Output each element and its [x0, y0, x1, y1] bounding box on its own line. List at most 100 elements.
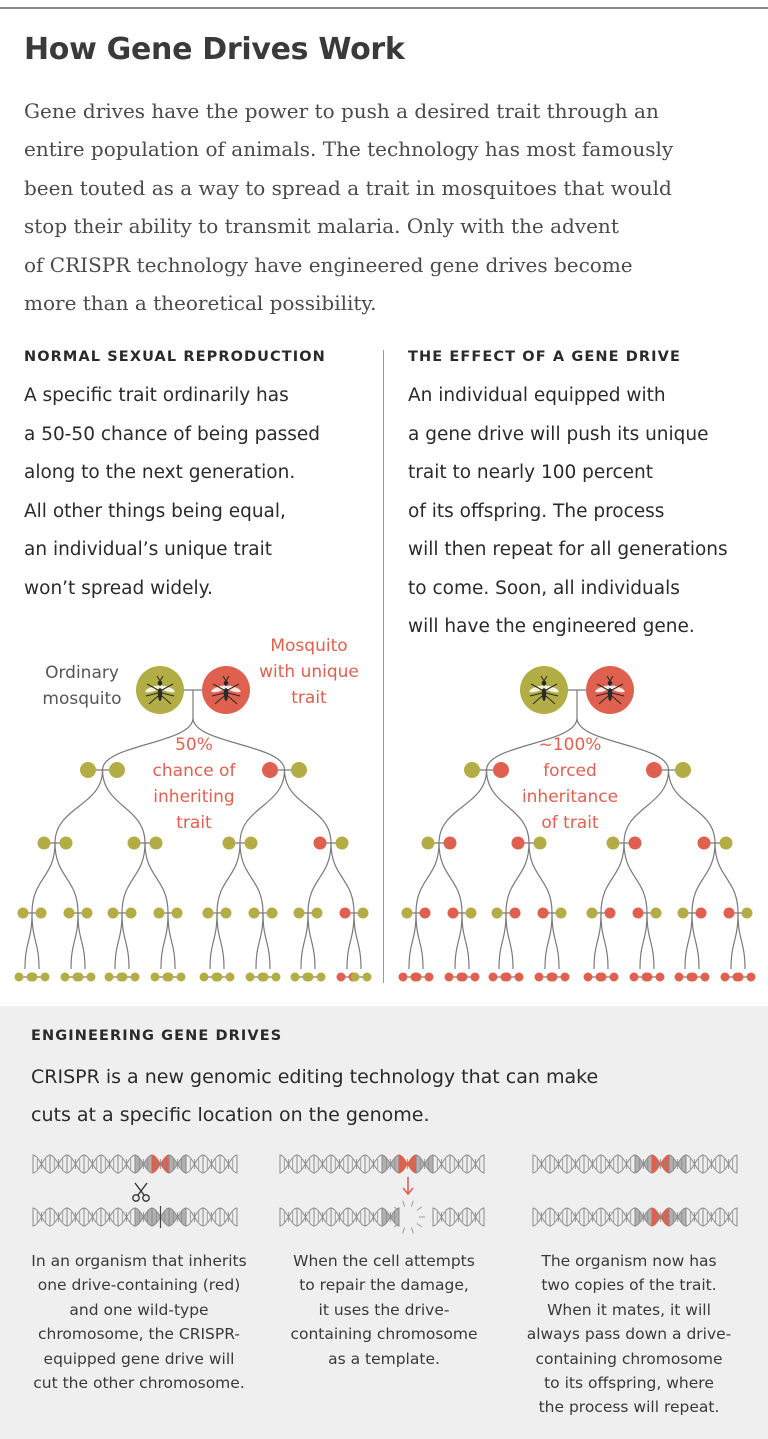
caption-line: one drive-containing (red) — [37, 1276, 241, 1295]
branch-line — [31, 912, 40, 970]
branch-line — [70, 912, 79, 970]
branch-line — [438, 769, 488, 844]
column-divider — [383, 350, 384, 983]
offspring-dot — [502, 972, 512, 982]
offspring-dot — [63, 907, 75, 919]
label-line: forced — [543, 761, 597, 781]
offspring-dot — [606, 836, 620, 850]
offspring-dot — [421, 836, 435, 850]
offspring-dot — [149, 836, 163, 850]
forced-inheritance-label: ~100% forced inheritance of trait — [505, 732, 635, 836]
branch-line — [461, 912, 470, 970]
branch-line — [408, 912, 417, 970]
intro-line: been touted as a way to spread a trait i… — [24, 175, 672, 200]
mosquito-icon — [211, 675, 241, 705]
offspring-dot — [335, 836, 349, 850]
offspring-dot — [81, 907, 93, 919]
caption-line: two copies of the trait. — [541, 1276, 717, 1295]
branch-line — [691, 842, 716, 914]
offspring-dot — [677, 907, 689, 919]
branch-line — [255, 912, 264, 970]
intro-line: entire population of animals. The techno… — [24, 137, 674, 162]
offspring-dot — [488, 972, 498, 982]
label-line: trait — [176, 813, 212, 833]
label-line: Mosquito — [270, 636, 348, 656]
engineering-text: CRISPR is a new genomic editing technolo… — [31, 1058, 598, 1134]
branch-line — [600, 842, 625, 914]
offspring-dot — [444, 972, 454, 982]
offspring-dot — [150, 972, 160, 982]
mosquito-icon — [595, 675, 625, 705]
fifty-percent-label: 50% chance of inheriting trait — [134, 732, 254, 836]
branch-line — [346, 912, 355, 970]
drive-text-line: to come. Soon, all individuals — [408, 577, 680, 599]
inheritance-trees — [14, 666, 756, 982]
branch-line — [691, 912, 700, 970]
offspring-dot — [291, 762, 307, 778]
offspring-dot — [514, 972, 524, 982]
offspring-dot — [130, 972, 140, 982]
offspring-dot — [118, 972, 128, 982]
offspring-dot — [176, 972, 186, 982]
offspring-dot — [37, 836, 51, 850]
branch-line — [576, 717, 670, 771]
caption-line: equipped gene drive will — [43, 1349, 235, 1368]
offspring-dot — [398, 972, 408, 982]
offspring-dot — [271, 972, 281, 982]
offspring-dot — [248, 907, 260, 919]
caption-line: containing chromosome — [290, 1325, 478, 1344]
offspring-dot — [244, 836, 258, 850]
offspring-dot — [35, 907, 47, 919]
label-line: 50% — [175, 735, 213, 755]
caption-line: to its offspring, where — [544, 1374, 714, 1393]
offspring-dot — [220, 907, 232, 919]
normal-text-line: a 50-50 chance of being passed — [24, 423, 321, 445]
offspring-dot — [720, 972, 730, 982]
offspring-dot — [202, 907, 214, 919]
offspring-dot — [259, 972, 269, 982]
offspring-dot — [629, 972, 639, 982]
offspring-dot — [86, 972, 96, 982]
intro-line: Gene drives have the power to push a des… — [24, 99, 659, 123]
engineering-heading: ENGINEERING GENE DRIVES — [31, 1028, 283, 1044]
branch-line — [551, 912, 560, 970]
offspring-dot — [533, 836, 547, 850]
offspring-dot — [336, 972, 346, 982]
branch-line — [167, 912, 176, 970]
normal-text-line: along to the next generation. — [24, 462, 296, 483]
offspring-dot — [734, 972, 744, 982]
drive-text-line: trait to nearly 100 percent — [408, 462, 653, 483]
offspring-dot — [313, 836, 327, 850]
caption-line: When the cell attempts — [293, 1252, 475, 1270]
branch-line — [737, 912, 746, 970]
caption-step-2: When the cell attempts to repair the dam… — [264, 1249, 504, 1371]
offspring-dot — [28, 972, 38, 982]
dna-strand — [32, 1206, 238, 1228]
caption-line: to repair the damage, — [299, 1276, 469, 1295]
offspring-dot — [537, 907, 549, 919]
drive-text-line: An individual equipped with — [408, 385, 666, 406]
label-line: mosquito — [42, 689, 122, 709]
caption-line: cut the other chromosome. — [33, 1374, 245, 1393]
branch-line — [300, 912, 309, 970]
dna-strand — [279, 1207, 485, 1227]
branch-line — [114, 912, 123, 970]
mosquito-icon — [529, 675, 559, 705]
offspring-dot — [628, 836, 642, 850]
offspring-dot — [412, 972, 422, 982]
offspring-dot — [127, 836, 141, 850]
offspring-dot — [401, 907, 413, 919]
offspring-dot — [80, 762, 96, 778]
branch-line — [498, 912, 507, 970]
branch-line — [438, 842, 463, 914]
drive-text-line: will have the engineered gene. — [408, 616, 695, 637]
label-line: Ordinary — [45, 663, 119, 683]
branch-line — [684, 912, 693, 970]
branch-line — [121, 842, 146, 914]
branch-line — [505, 842, 530, 914]
branch-line — [600, 912, 609, 970]
branch-line — [528, 842, 553, 914]
dna-strand — [532, 1154, 738, 1174]
branch-line — [485, 769, 530, 844]
branch-line — [121, 912, 130, 970]
